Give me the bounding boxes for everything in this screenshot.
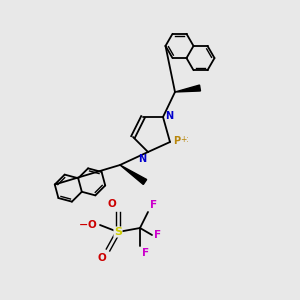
Text: S: S [114, 227, 122, 237]
Text: N: N [138, 154, 146, 164]
Text: O: O [107, 199, 116, 209]
Text: O: O [97, 253, 106, 263]
Text: N: N [165, 111, 173, 121]
Text: O: O [87, 220, 96, 230]
Text: F: F [150, 200, 157, 210]
Text: +:: +: [180, 136, 189, 145]
Text: F: F [142, 248, 149, 258]
Polygon shape [175, 85, 200, 92]
Text: F: F [154, 230, 161, 240]
Polygon shape [120, 165, 147, 184]
Text: −: − [79, 220, 88, 230]
Text: P: P [173, 136, 180, 146]
